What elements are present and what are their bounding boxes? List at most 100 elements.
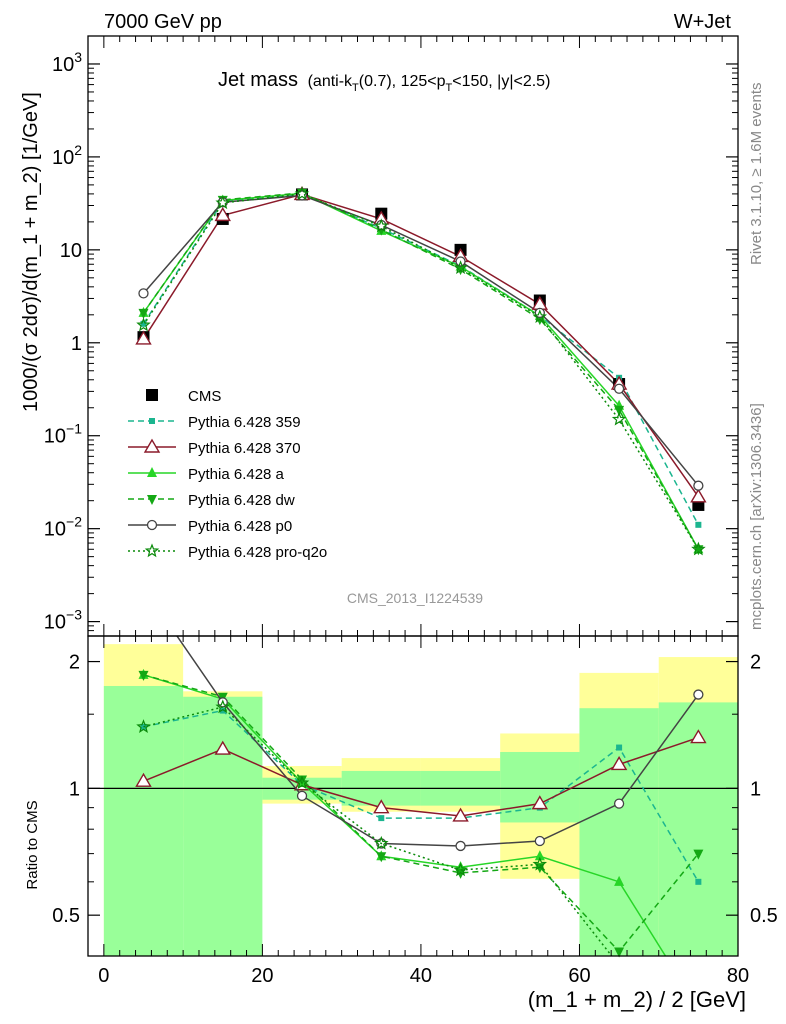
header-energy-label: 7000 GeV pp bbox=[104, 11, 222, 33]
ratio-point-4-4 bbox=[455, 840, 466, 852]
ratio-point-5-5 bbox=[532, 856, 548, 871]
main-point-5-7 bbox=[693, 480, 704, 491]
main-ytick-label: 10−3 bbox=[44, 607, 82, 634]
ratio-band-inner bbox=[658, 702, 738, 956]
ratio-ytick-label: 1 bbox=[69, 778, 80, 800]
main-ytick-base: 10 bbox=[52, 54, 74, 76]
ratio-series-2-line bbox=[143, 674, 667, 956]
ratio-point-1-7 bbox=[690, 729, 707, 744]
main-point-6-7 bbox=[691, 541, 706, 556]
ratio-point-1-3 bbox=[373, 799, 390, 814]
ratio-point-0-6 bbox=[616, 744, 623, 751]
main-ytick-exp: 2 bbox=[74, 142, 82, 158]
ratio-point-5-4 bbox=[453, 862, 468, 877]
ratio-point-3-7 bbox=[693, 849, 704, 860]
main-ytick-label: 10−1 bbox=[44, 421, 82, 448]
main-point-5-6 bbox=[613, 383, 625, 394]
legend-label: Pythia 6.428 dw bbox=[188, 492, 295, 509]
main-point-2-1 bbox=[214, 206, 231, 222]
legend-label: Pythia 6.428 370 bbox=[188, 440, 301, 457]
ratio-xtick-label: 40 bbox=[410, 965, 432, 987]
legend-marker-3 bbox=[147, 467, 157, 477]
main-ytick-base: 10 bbox=[44, 612, 66, 634]
legend-label: Pythia 6.428 359 bbox=[188, 414, 301, 431]
legend-marker-6 bbox=[144, 543, 160, 558]
legend-label: Pythia 6.428 pro-q2o bbox=[188, 544, 327, 561]
ratio-point-5-0 bbox=[136, 719, 151, 734]
ratio-series-4-line bbox=[176, 636, 699, 847]
ratio-ytick-label: 2 bbox=[69, 652, 80, 674]
legend-marker-5 bbox=[146, 519, 158, 531]
ratio-point-4-7 bbox=[693, 689, 704, 700]
main-point-2-7 bbox=[690, 488, 707, 503]
ratio-point-4-2 bbox=[296, 790, 308, 801]
ratio-point-3-6 bbox=[614, 947, 625, 958]
legend-label: CMS bbox=[188, 388, 221, 405]
main-ytick-exp: −1 bbox=[66, 421, 82, 437]
main-ytick-exp: 3 bbox=[74, 49, 82, 65]
ratio-frame bbox=[87, 635, 739, 957]
main-ytick-label: 10 bbox=[60, 240, 82, 262]
ratio-ylabel: Ratio to CMS bbox=[24, 800, 41, 889]
main-ytick-label: 1 bbox=[71, 333, 82, 355]
legend-marker-0 bbox=[146, 389, 158, 401]
ratio-series-1-line bbox=[143, 736, 699, 817]
ratio-point-2-5 bbox=[534, 850, 545, 861]
ratio-band-inner bbox=[103, 685, 184, 956]
main-point-5-0 bbox=[138, 288, 149, 299]
analysis-watermark: CMS_2013_I1224539 bbox=[347, 590, 483, 606]
main-point-4-0 bbox=[138, 308, 149, 319]
main-ytick-base: 10 bbox=[52, 147, 74, 169]
plot-title-sub-t: T bbox=[352, 82, 359, 94]
main-point-1-0 bbox=[140, 320, 147, 327]
main-point-6-4 bbox=[453, 260, 468, 275]
legend-marker-4 bbox=[147, 495, 157, 505]
plot-title-detail-mid: (0.7), 125<p bbox=[359, 73, 446, 90]
legend-label: Pythia 6.428 p0 bbox=[188, 518, 292, 535]
ratio-point-4-5 bbox=[534, 835, 545, 847]
main-ylabel: 1000/(σ 2dσ)/d(m_1 + m_2) [1/GeV] bbox=[20, 92, 42, 412]
ratio-band-inner bbox=[500, 751, 580, 823]
main-ytick-base: 10 bbox=[44, 426, 66, 448]
header-process-label: W+Jet bbox=[674, 11, 732, 33]
main-ytick-label: 103 bbox=[52, 49, 82, 76]
ratio-point-1-0 bbox=[135, 772, 152, 787]
ratio-point-1-1 bbox=[214, 740, 231, 755]
x-axis-label: (m_1 + m_2) / 2 [GeV] bbox=[528, 987, 746, 1012]
ratio-xtick-label: 0 bbox=[98, 965, 109, 987]
ratio-series-0-line bbox=[143, 709, 700, 883]
ratio-series-5-line bbox=[143, 706, 613, 956]
main-point-1-7 bbox=[695, 521, 702, 528]
main-point-6-1 bbox=[215, 195, 231, 210]
main-point-6-5 bbox=[532, 309, 548, 324]
main-ytick-exp: −3 bbox=[66, 607, 82, 623]
plot-title-detail-end: <150, |y|<2.5) bbox=[452, 73, 550, 90]
ratio-point-1-6 bbox=[610, 756, 628, 771]
main-series-5-line bbox=[142, 194, 699, 487]
ratio-xtick-label: 60 bbox=[568, 965, 590, 987]
main-point-6-2 bbox=[294, 186, 310, 201]
rivet-version-label: Rivet 3.1.10, ≥ 1.6M events bbox=[748, 83, 765, 266]
ratio-ytick-label-right: 0.5 bbox=[750, 905, 778, 927]
ratio-band-group bbox=[103, 644, 738, 956]
main-point-4-6 bbox=[614, 405, 625, 416]
ratio-point-0-7 bbox=[695, 878, 702, 885]
ratio-point-4-6 bbox=[613, 798, 625, 809]
ratio-ytick-label: 0.5 bbox=[52, 905, 80, 927]
legend-marker-1 bbox=[149, 418, 155, 424]
main-ytick-base: 10 bbox=[60, 240, 82, 262]
main-ytick-exp: −2 bbox=[66, 514, 82, 530]
main-ytick-base: 10 bbox=[44, 519, 66, 541]
ratio-point-0-1 bbox=[219, 707, 226, 714]
legend-marker-2 bbox=[143, 438, 161, 453]
ratio-series-group bbox=[135, 636, 707, 958]
main-point-6-0 bbox=[136, 317, 151, 332]
main-series-6-line bbox=[142, 193, 700, 550]
plot-title: Jet mass (anti-kT(0.7), 125<pT<150, |y|<… bbox=[218, 69, 550, 94]
ratio-point-5-1 bbox=[215, 699, 231, 714]
ratio-point-3-2 bbox=[297, 775, 308, 786]
plot-title-detail-prefix: (anti-k bbox=[308, 73, 353, 90]
legend-label: Pythia 6.428 a bbox=[188, 466, 285, 483]
